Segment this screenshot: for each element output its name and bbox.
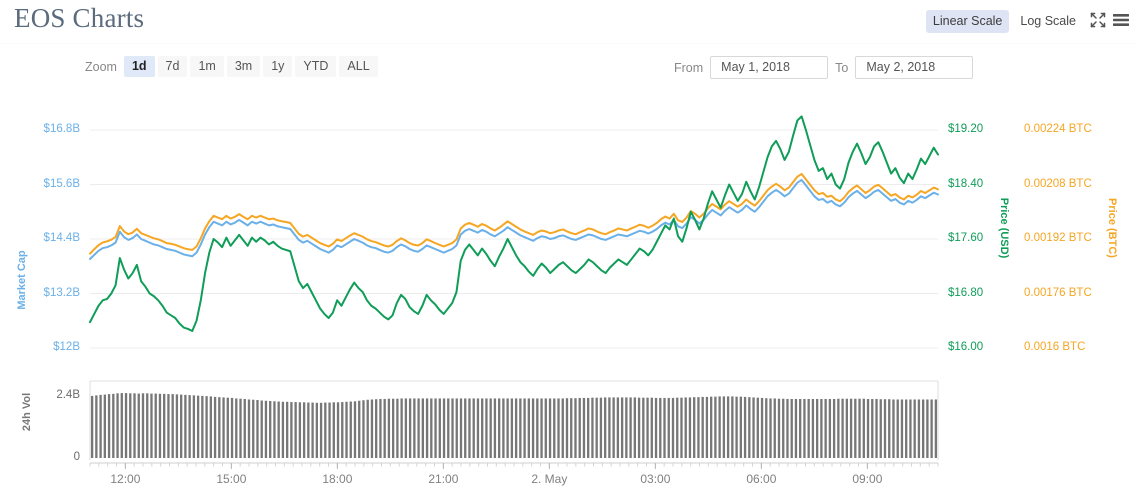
chart-plot-svg[interactable] [0, 96, 1137, 492]
ticks-x-1: 15:00 [216, 472, 247, 486]
ticks-x-4: 2. May [531, 472, 568, 486]
ticks-usd-1: $18.40 [948, 177, 984, 190]
ticks-usd-0: $19.20 [948, 123, 984, 135]
ticks-x-6: 06:00 [746, 472, 777, 486]
chart-header: EOS Charts Linear Scale Log Scale [0, 0, 1137, 44]
chart-control-bar: Zoom 1d 7d 1m 3m 1y YTD ALL From To [0, 56, 1137, 84]
to-date-input[interactable] [855, 56, 974, 79]
ticks-btc-3: 0.00176 BTC [1024, 286, 1092, 299]
zoom-button-1y[interactable]: 1y [263, 56, 293, 77]
ticks-x-7: 09:00 [852, 472, 883, 486]
zoom-label: Zoom [85, 59, 117, 74]
linear-scale-button[interactable]: Linear Scale [925, 10, 1010, 33]
ticks-btc-2: 0.00192 BTC [1024, 232, 1092, 244]
ticks-x-3: 21:00 [428, 472, 459, 486]
chart-container: Market Cap 24h Vol Price (USD) Price (BT… [0, 96, 1137, 492]
zoom-button-ytd[interactable]: YTD [295, 56, 337, 77]
to-label: To [835, 60, 849, 75]
ticks-mcap-1: $15.6B [43, 177, 80, 190]
zoom-button-1d[interactable]: 1d [123, 56, 155, 77]
ticks-usd-2: $17.60 [948, 232, 984, 244]
log-scale-button[interactable]: Log Scale [1013, 10, 1083, 33]
ticks-usd-4: $16.00 [948, 341, 984, 353]
ticks-mcap-0: $16.8B [43, 123, 80, 135]
from-date-input[interactable] [710, 56, 829, 79]
date-range-group: From To [674, 56, 974, 79]
zoom-range-group: Zoom 1d 7d 1m 3m 1y YTD ALL [85, 56, 378, 77]
zoom-button-3m[interactable]: 3m [226, 56, 261, 77]
ticks-x-0: 12:00 [110, 472, 141, 486]
header-divider [0, 43, 1137, 44]
ticks-btc-1: 0.00208 BTC [1024, 177, 1092, 190]
page-title: EOS Charts [14, 3, 145, 33]
hamburger-menu-icon[interactable] [1112, 11, 1130, 29]
ticks-x-5: 03:00 [640, 472, 671, 486]
fullscreen-icon[interactable] [1089, 11, 1107, 29]
ticks-mcap-4: $12B [53, 341, 80, 353]
from-label: From [674, 60, 704, 75]
zoom-button-all[interactable]: ALL [339, 56, 378, 77]
zoom-button-1m[interactable]: 1m [190, 56, 224, 77]
ticks-btc-4: 0.0016 BTC [1024, 341, 1086, 353]
scale-toggle-group: Linear Scale Log Scale [925, 10, 1083, 33]
ticks-mcap-3: $13.2B [43, 286, 80, 299]
ticks-vol-0: 2.4B [56, 389, 80, 402]
ticks-vol-1: 0 [73, 451, 80, 463]
ticks-usd-3: $16.80 [948, 286, 984, 299]
zoom-button-7d[interactable]: 7d [157, 56, 188, 77]
ticks-x-2: 18:00 [322, 472, 353, 486]
ticks-btc-0: 0.00224 BTC [1024, 123, 1092, 135]
ticks-mcap-2: $14.4B [43, 232, 80, 244]
